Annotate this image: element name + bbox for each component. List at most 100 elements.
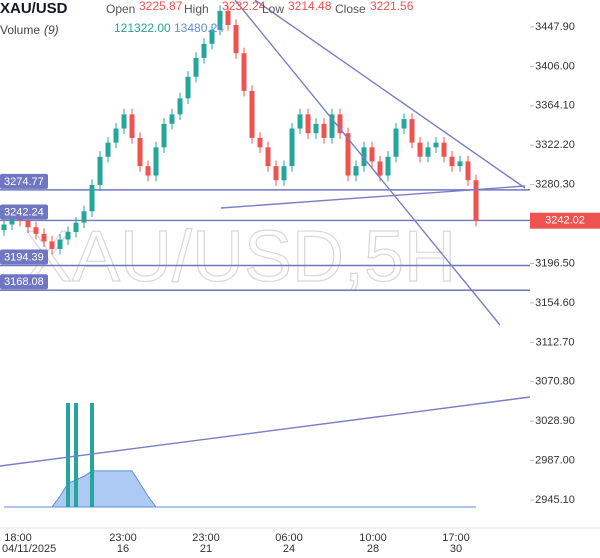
x-date-label: 16 <box>117 543 129 555</box>
candle-body <box>425 147 431 157</box>
open-value: 3225.87 <box>139 0 183 13</box>
candle-body <box>153 147 159 176</box>
x-date-label: 28 <box>367 543 379 555</box>
candle-body <box>353 166 359 176</box>
candle-body <box>225 10 231 26</box>
volume-bar <box>90 403 94 507</box>
volume-ma-area <box>4 470 476 508</box>
candle-body <box>81 211 87 223</box>
plot-area <box>0 5 530 508</box>
close-value: 3221.56 <box>370 0 414 13</box>
y-tick-label: 2945.10 <box>535 494 575 506</box>
y-tick-label: 3364.10 <box>535 100 575 112</box>
candle-body <box>89 184 95 212</box>
price-line-label-bg <box>0 274 48 290</box>
x-time-label: 06:00 <box>275 532 303 544</box>
price-line-label: 3194.39 <box>4 251 44 263</box>
candle-body <box>161 123 167 148</box>
trendline <box>0 396 531 467</box>
candle-body <box>97 156 103 185</box>
volume-label: Volume <box>0 23 40 37</box>
candle-body <box>41 233 47 242</box>
low-value: 3214.48 <box>288 0 332 13</box>
x-time-label: 17:00 <box>442 532 470 544</box>
candle-body <box>49 241 55 249</box>
candle-body <box>257 137 263 148</box>
candle-body <box>129 114 135 138</box>
candle-body <box>65 231 71 240</box>
candle-body <box>185 76 191 99</box>
candle-body <box>473 180 479 221</box>
high-value: 3232.24 <box>222 0 266 13</box>
candle-body <box>217 10 223 30</box>
candle-body <box>233 25 239 54</box>
candle-body <box>273 166 279 181</box>
trendlines <box>0 0 531 467</box>
candle-body <box>361 147 367 167</box>
y-tick-label: 3154.60 <box>535 297 575 309</box>
x-date-label: 30 <box>450 543 462 555</box>
candle-body <box>281 166 287 181</box>
price-line-label-bg <box>0 173 48 189</box>
trendline <box>254 0 526 189</box>
candle-body <box>385 156 391 176</box>
candle-body <box>393 128 399 157</box>
last-price-label: 3242.02 <box>545 215 585 227</box>
candle-body <box>241 53 247 91</box>
high-label: High <box>184 2 209 16</box>
volume-value: 121322.00 <box>114 21 171 35</box>
candle-body <box>137 137 143 167</box>
candle-body <box>377 161 383 176</box>
candle-body <box>25 220 31 228</box>
candle-body <box>265 147 271 167</box>
candle-body <box>57 239 63 249</box>
close-label: Close <box>335 2 366 16</box>
volume-bar <box>74 403 78 507</box>
y-tick-label: 3406.00 <box>535 60 575 72</box>
last-price-bg <box>530 212 600 229</box>
open-label: Open <box>106 2 135 16</box>
candle-body <box>177 98 183 115</box>
candle-body <box>105 142 111 157</box>
candle-body <box>433 142 439 148</box>
y-tick-label: 3112.70 <box>536 336 575 348</box>
price-line-label-bg <box>0 204 48 220</box>
candle-body <box>145 166 151 176</box>
watermark: XAU/USD,5H <box>24 217 456 297</box>
y-tick-label: 3070.80 <box>535 376 575 388</box>
y-tick-label: 3322.20 <box>535 139 575 151</box>
price-line-label: 3242.24 <box>4 206 44 218</box>
x-time-label: 23:00 <box>192 532 220 544</box>
price-line-label-bg <box>0 249 48 265</box>
candle-body <box>329 114 335 138</box>
candle-body <box>465 161 471 181</box>
symbol: XAU/USD <box>0 0 68 17</box>
candle-body <box>401 119 407 129</box>
price-line-label: 3274.77 <box>4 176 44 188</box>
candle-body <box>313 123 319 134</box>
y-tick-label: 3280.30 <box>535 179 575 191</box>
y-tick-label: 3196.50 <box>535 257 575 269</box>
candle-body <box>457 161 463 167</box>
candle-body <box>121 114 127 129</box>
volume-period: (9) <box>44 23 59 37</box>
x-date-label: 24 <box>283 543 295 555</box>
candle-body <box>193 57 199 77</box>
candle-body <box>305 114 311 134</box>
candle-body <box>297 114 303 129</box>
candle-body <box>169 114 175 124</box>
x-date-label: 04/11/2025 <box>2 543 56 555</box>
x-time-label: 10:00 <box>359 532 387 544</box>
candle-body <box>1 224 7 231</box>
candle-body <box>337 114 343 134</box>
candle-body <box>201 43 207 58</box>
candle-body <box>249 90 255 138</box>
low-label: Low <box>262 2 284 16</box>
y-tick-label: 3028.90 <box>535 415 575 427</box>
candle-body <box>289 128 295 167</box>
candle-body <box>321 123 327 138</box>
x-date-label: 21 <box>200 543 212 555</box>
price-line-label: 3168.08 <box>4 276 44 288</box>
y-tick-label: 2987.00 <box>535 455 575 467</box>
